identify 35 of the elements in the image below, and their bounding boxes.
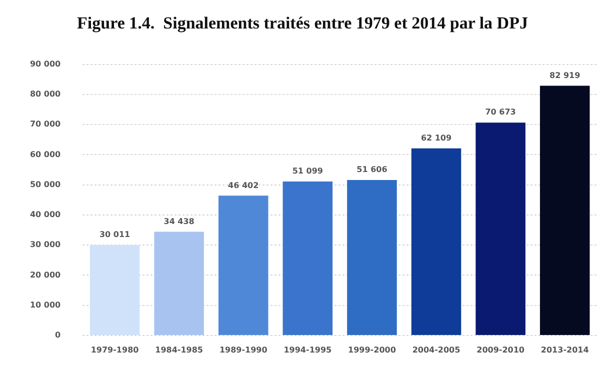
data-label: 34 438 — [164, 216, 195, 226]
bar — [476, 122, 526, 335]
y-tick-label: 90 000 — [30, 59, 62, 68]
chart-title: Figure 1.4. Signalements traités entre 1979 et 2014 par la DPJ — [77, 14, 528, 33]
bar — [411, 148, 462, 335]
bar — [154, 232, 204, 335]
y-tick-label: 50 000 — [30, 180, 62, 189]
x-tick-label: 1999-2000 — [348, 345, 396, 354]
data-label: 70 673 — [485, 108, 516, 117]
x-tick-label: 1984-1985 — [155, 345, 204, 354]
y-tick-label: 10 000 — [30, 300, 62, 310]
y-tick-label: 60 000 — [30, 150, 62, 159]
x-tick-label: 1994-1995 — [284, 345, 332, 354]
data-label: 51 606 — [356, 165, 388, 174]
bar — [218, 196, 268, 335]
x-tick-label: 2004-2005 — [412, 345, 461, 354]
data-label: 46 402 — [228, 180, 259, 190]
bar — [540, 86, 590, 335]
y-tick-label: 0 — [55, 330, 62, 340]
y-tick-label: 30 000 — [30, 240, 62, 250]
x-tick-label: 2013-2014 — [540, 345, 590, 354]
data-label: 82 919 — [550, 70, 581, 80]
x-tick-label: 2009-2010 — [476, 345, 525, 354]
y-tick-label: 70 000 — [30, 120, 62, 129]
data-label: 30 011 — [99, 230, 131, 240]
data-label: 51 099 — [292, 166, 324, 176]
bar — [90, 245, 140, 335]
data-label: 62 109 — [420, 133, 452, 142]
bar — [282, 182, 333, 335]
x-tick-label: 1979-1980 — [90, 345, 140, 354]
bar — [347, 180, 397, 335]
y-tick-label: 80 000 — [30, 90, 62, 99]
y-tick-label: 20 000 — [30, 270, 62, 280]
x-tick-label: 1989-1990 — [219, 345, 268, 354]
y-tick-label: 40 000 — [30, 210, 62, 220]
